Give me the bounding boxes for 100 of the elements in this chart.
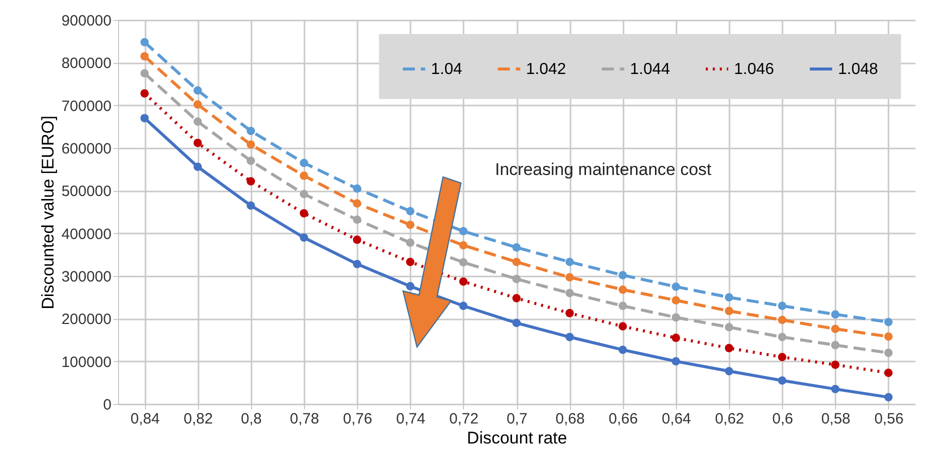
point [618, 302, 627, 310]
x-tick-label: 0,58 [821, 410, 850, 428]
point [565, 288, 574, 298]
point [724, 366, 734, 376]
x-tick-label: 0,78 [290, 410, 320, 428]
x-tick-label: 0,7 [506, 410, 528, 428]
point [300, 190, 308, 198]
point [406, 206, 414, 216]
point [565, 258, 574, 266]
point [140, 38, 149, 46]
x-tick-label: 0,66 [608, 410, 638, 428]
x-tick-label: 0,74 [396, 410, 426, 428]
point [352, 236, 362, 244]
point [724, 293, 734, 302]
point [778, 376, 786, 385]
point [194, 86, 202, 95]
point [618, 346, 627, 354]
point [672, 357, 680, 366]
point [140, 52, 149, 60]
point [406, 238, 414, 247]
x-tick-label: 0,62 [714, 410, 744, 428]
point [406, 258, 414, 266]
y-tick-label: 800000 [61, 55, 112, 72]
x-tick-label: 0,56 [874, 410, 904, 428]
point [831, 340, 840, 350]
point [352, 216, 362, 224]
point [300, 209, 308, 218]
point [459, 258, 468, 267]
point [459, 227, 468, 236]
y-tick-label: 500000 [61, 183, 112, 200]
annotation: Increasing maintenance cost [495, 160, 712, 180]
point [724, 306, 734, 316]
x-tick-label: 0,76 [343, 410, 372, 428]
point [512, 258, 521, 266]
point [246, 126, 256, 136]
point [672, 334, 680, 342]
point [884, 318, 893, 326]
point [672, 296, 680, 304]
point [831, 384, 840, 394]
point [512, 274, 521, 284]
y-axis-title: Discounted value [EURO] [38, 116, 58, 310]
y-tick-label: 200000 [61, 311, 112, 328]
point [194, 100, 202, 109]
point [246, 177, 256, 186]
point [618, 270, 627, 280]
point [352, 199, 362, 208]
point [565, 332, 574, 342]
point [778, 332, 786, 342]
point [884, 332, 893, 341]
point [831, 324, 840, 334]
point [246, 201, 256, 210]
point [512, 294, 521, 302]
point [194, 117, 202, 126]
point [140, 114, 149, 122]
x-tick-label: 0,84 [130, 410, 160, 428]
y-tick-label: 600000 [61, 140, 112, 158]
point [459, 241, 468, 250]
point [459, 277, 468, 286]
point [618, 322, 627, 331]
point [300, 172, 308, 180]
point [194, 162, 202, 171]
point [459, 302, 468, 310]
point [565, 308, 574, 318]
x-axis-title: Discount rate [466, 428, 568, 448]
x-tick-label: 0,82 [184, 410, 213, 428]
point [618, 285, 627, 294]
x-tick-label: 0,64 [662, 410, 691, 428]
y-tick-label: 700000 [61, 98, 112, 115]
legend-label: 1.044 [630, 61, 670, 78]
point [246, 156, 256, 165]
point [352, 184, 362, 193]
y-tick-label: 0 [103, 396, 112, 414]
legend-label: 1.046 [734, 61, 774, 78]
point [724, 323, 734, 332]
point [672, 313, 680, 322]
point [778, 316, 786, 324]
point [300, 158, 308, 168]
x-tick-label: 0,8 [240, 410, 262, 428]
x-tick-label: 0,72 [449, 410, 478, 428]
point [884, 348, 893, 357]
point [884, 393, 893, 402]
point [831, 310, 840, 319]
point [246, 140, 256, 149]
point [512, 318, 521, 328]
legend-label: 1.048 [838, 61, 878, 78]
point [565, 273, 574, 282]
point [724, 344, 734, 352]
point [831, 360, 840, 369]
y-tick-label: 900000 [61, 12, 112, 30]
legend-label: 1.04 [431, 61, 462, 78]
point [194, 138, 202, 148]
point [140, 89, 149, 98]
point [352, 260, 362, 268]
point [300, 233, 308, 242]
point [778, 302, 786, 310]
x-tick-label: 0,6 [772, 410, 794, 428]
point [140, 69, 149, 78]
point [778, 352, 786, 362]
y-tick-label: 300000 [61, 268, 112, 286]
point [672, 282, 680, 291]
